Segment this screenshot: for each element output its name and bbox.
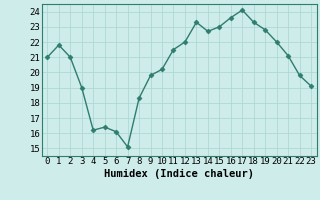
X-axis label: Humidex (Indice chaleur): Humidex (Indice chaleur) [104,169,254,179]
